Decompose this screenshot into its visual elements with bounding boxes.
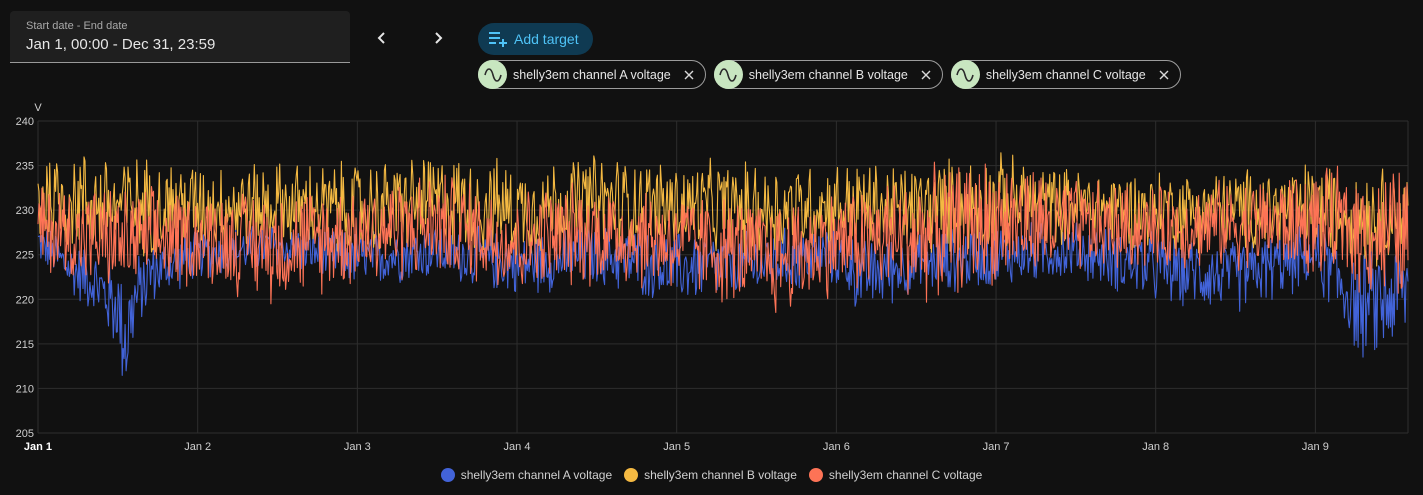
y-tick-label: 215 (16, 339, 34, 351)
previous-period-button[interactable] (366, 22, 398, 54)
target-chip-channel-c[interactable]: shelly3em channel C voltage (950, 60, 1181, 89)
legend-swatch (624, 468, 639, 482)
playlist-plus-icon (489, 32, 507, 47)
target-chip-label: shelly3em channel A voltage (513, 67, 671, 82)
legend-swatch (440, 468, 455, 482)
y-tick-label: 210 (16, 383, 34, 395)
target-chip-channel-b[interactable]: shelly3em channel B voltage (713, 60, 943, 89)
x-tick-label: Jan 9 (1302, 441, 1329, 453)
legend-swatch (808, 468, 823, 482)
target-chips: shelly3em channel A voltage shelly3em ch… (478, 60, 1181, 89)
date-range-value: Jan 1, 00:00 - Dec 31, 23:59 (26, 36, 216, 53)
x-tick-label: Jan 2 (184, 441, 211, 453)
add-target-button[interactable]: Add target (478, 23, 593, 55)
sine-wave-icon (950, 60, 980, 89)
y-tick-label: 240 (16, 116, 34, 128)
legend-item-channel-c[interactable]: shelly3em channel C voltage (808, 468, 983, 482)
x-tick-label: Jan 8 (1142, 441, 1169, 453)
y-tick-label: 225 (16, 250, 34, 262)
chart-legend: shelly3em channel A voltage shelly3em ch… (0, 468, 1423, 482)
y-tick-label: 205 (16, 428, 34, 440)
y-unit-label: V (34, 102, 42, 114)
sine-wave-icon (478, 60, 507, 89)
legend-item-channel-b[interactable]: shelly3em channel B voltage (624, 468, 797, 482)
legend-label: shelly3em channel C voltage (828, 468, 983, 482)
target-chip-channel-a[interactable]: shelly3em channel A voltage (478, 60, 706, 89)
date-range-label: Start date - End date (26, 20, 128, 32)
y-tick-label: 235 (16, 161, 34, 173)
add-target-label: Add target (514, 31, 579, 47)
legend-label: shelly3em channel B voltage (644, 468, 797, 482)
x-tick-label: Jan 1 (24, 441, 52, 453)
y-tick-label: 230 (16, 205, 34, 217)
x-tick-label: Jan 4 (504, 441, 531, 453)
x-tick-label: Jan 5 (663, 441, 690, 453)
date-range-picker[interactable]: Start date - End date Jan 1, 00:00 - Dec… (10, 11, 350, 63)
voltage-history-chart[interactable]: V 205 210 215 220 225 230 235 240 Jan 1 Jan 2 Jan 3… (0, 96, 1423, 461)
series-line-c (37, 161, 1409, 314)
chevron-right-icon (435, 32, 443, 44)
next-period-button[interactable] (422, 22, 454, 54)
close-icon[interactable] (918, 67, 934, 83)
y-tick-label: 220 (16, 294, 34, 306)
target-chip-label: shelly3em channel B voltage (748, 67, 908, 82)
close-icon[interactable] (1156, 67, 1172, 83)
x-tick-label: Jan 7 (983, 441, 1010, 453)
close-icon[interactable] (681, 67, 697, 83)
legend-label: shelly3em channel A voltage (460, 468, 613, 482)
legend-item-channel-a[interactable]: shelly3em channel A voltage (440, 468, 613, 482)
sine-wave-icon (713, 60, 743, 89)
x-tick-label: Jan 3 (344, 441, 371, 453)
chevron-left-icon (377, 32, 385, 44)
target-chip-label: shelly3em channel C voltage (985, 67, 1146, 82)
x-tick-label: Jan 6 (823, 441, 850, 453)
